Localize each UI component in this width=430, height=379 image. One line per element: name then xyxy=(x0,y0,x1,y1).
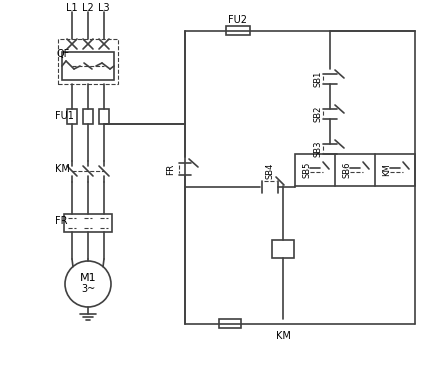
Bar xyxy=(294,154,414,186)
Text: M1: M1 xyxy=(80,273,96,283)
Text: KM: KM xyxy=(381,164,390,176)
Text: SB3: SB3 xyxy=(313,141,322,157)
Text: QF: QF xyxy=(57,49,70,59)
Bar xyxy=(271,240,293,258)
Text: FR: FR xyxy=(166,163,175,175)
Bar xyxy=(83,109,93,124)
Text: FR: FR xyxy=(55,216,68,226)
Bar xyxy=(67,109,77,124)
Bar xyxy=(64,214,112,232)
Text: L2: L2 xyxy=(82,3,94,13)
Text: FU1: FU1 xyxy=(55,111,74,121)
Text: L3: L3 xyxy=(98,3,110,13)
Text: KM: KM xyxy=(55,164,70,174)
Circle shape xyxy=(65,261,111,307)
Text: FU2: FU2 xyxy=(228,15,247,25)
Bar xyxy=(58,39,118,84)
Bar xyxy=(225,26,249,35)
Text: SB6: SB6 xyxy=(342,162,351,178)
Text: SB5: SB5 xyxy=(302,162,311,178)
Text: SB1: SB1 xyxy=(313,71,322,87)
Text: KM: KM xyxy=(275,331,290,341)
Text: L1: L1 xyxy=(66,3,78,13)
Text: SB2: SB2 xyxy=(313,106,322,122)
Text: SB4: SB4 xyxy=(265,163,274,179)
Text: 3~: 3~ xyxy=(81,284,95,294)
Bar xyxy=(62,52,114,80)
Bar xyxy=(99,109,109,124)
Bar xyxy=(218,319,240,328)
